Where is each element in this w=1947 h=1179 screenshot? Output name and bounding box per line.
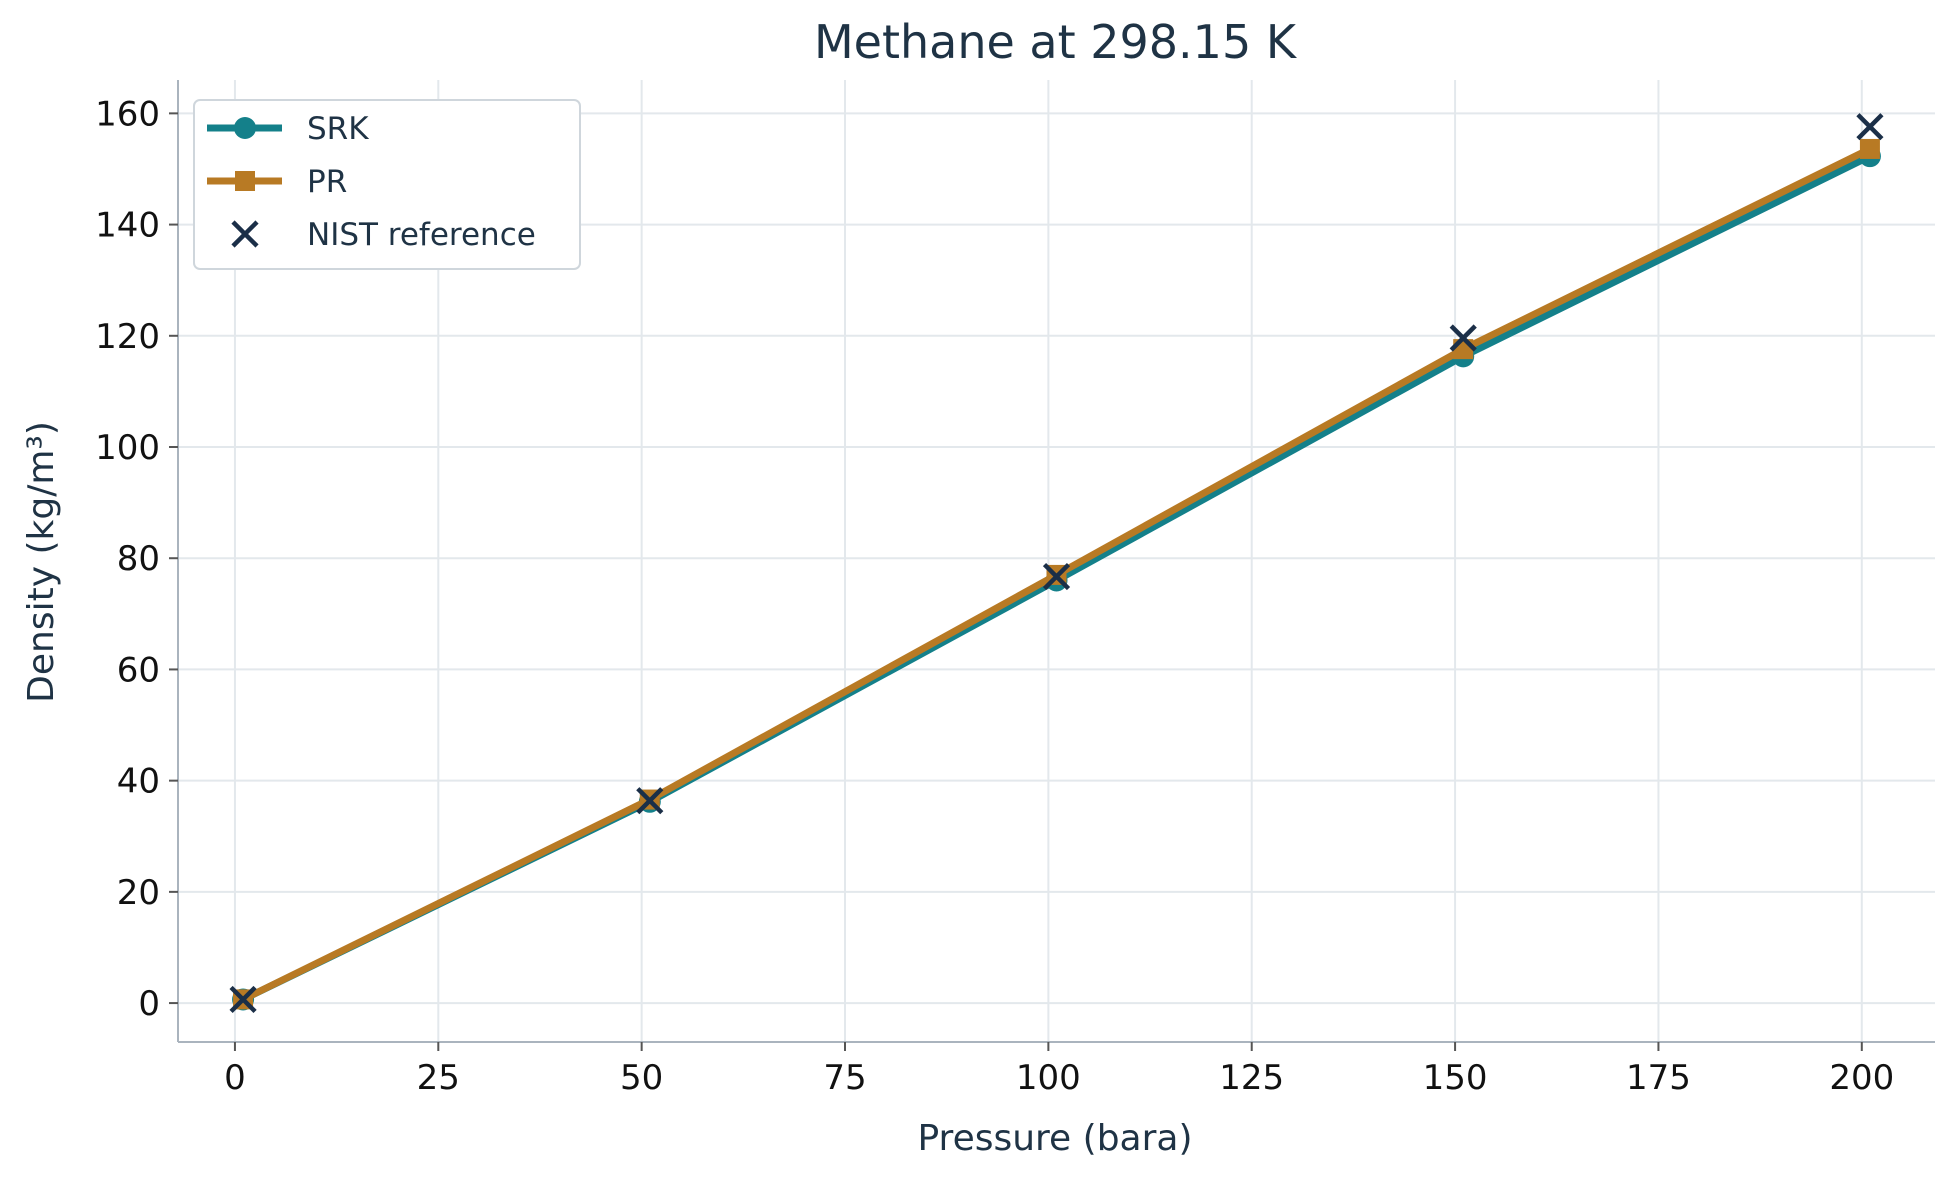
y-tick-label: 60 xyxy=(117,650,160,690)
series-nist-reference xyxy=(229,113,1884,1014)
legend-label: SRK xyxy=(307,111,369,147)
legend-box xyxy=(193,99,581,270)
legend-swatch-marker xyxy=(235,171,255,191)
y-tick-label: 0 xyxy=(138,984,160,1024)
data-point xyxy=(229,985,257,1014)
legend: SRK PR NIST reference xyxy=(193,99,581,270)
y-tick-label: 20 xyxy=(117,873,160,913)
legend-swatch-marker xyxy=(234,117,256,139)
x-tick-label: 200 xyxy=(1829,1058,1894,1098)
x-tick-label: 125 xyxy=(1219,1058,1284,1098)
data-point xyxy=(1042,562,1071,591)
y-tick-label: 120 xyxy=(95,317,160,357)
data-point xyxy=(636,787,664,815)
y-tick-label: 100 xyxy=(95,428,160,468)
data-point xyxy=(1856,113,1884,141)
data-point xyxy=(1859,138,1880,159)
y-tick-label: 40 xyxy=(117,762,160,802)
x-tick-label: 150 xyxy=(1423,1058,1488,1098)
data-point xyxy=(1449,324,1477,352)
axes: 0 25 50 75 100 125 150 175 200 0 20 40 60 80 100 120 140… xyxy=(95,80,1935,1098)
chart-title: Methane at 298.15 K xyxy=(814,15,1298,69)
x-tick-label: 50 xyxy=(620,1058,663,1098)
legend-entry: NIST reference xyxy=(231,217,536,253)
x-tick-label: 175 xyxy=(1626,1058,1691,1098)
legend-label: NIST reference xyxy=(307,217,536,253)
legend-entry: SRK xyxy=(207,111,369,147)
x-tick-label: 75 xyxy=(823,1058,866,1098)
x-axis-label: Pressure (bara) xyxy=(917,1118,1192,1159)
x-tick-label: 100 xyxy=(1016,1058,1081,1098)
series-layer xyxy=(229,113,1884,1014)
legend-entry: PR xyxy=(207,164,347,200)
y-tick-label: 140 xyxy=(95,206,160,246)
legend-label: PR xyxy=(307,164,347,200)
x-tick-label: 25 xyxy=(417,1058,460,1098)
y-tick-label: 160 xyxy=(95,94,160,134)
legend-swatch-marker xyxy=(231,220,259,248)
x-tick-label: 0 xyxy=(224,1058,246,1098)
y-tick-label: 80 xyxy=(117,539,160,579)
y-axis-label: Density (kg/m³) xyxy=(21,421,62,703)
